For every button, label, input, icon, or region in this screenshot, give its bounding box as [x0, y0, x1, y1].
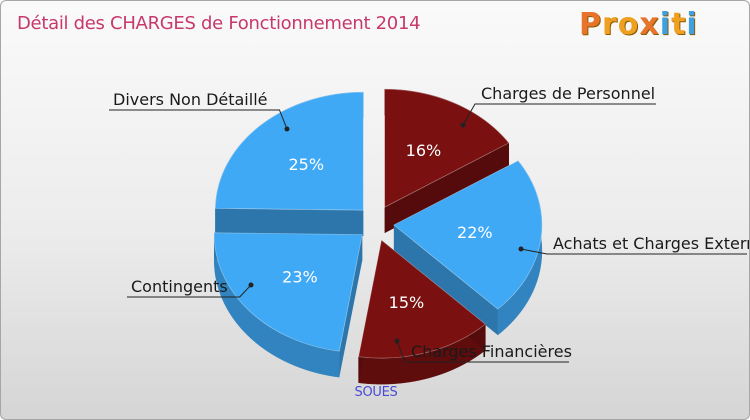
pie-slice-percent-5: 25%	[288, 155, 324, 174]
pie-slice-wall-1-2	[384, 142, 509, 234]
pie-slice-percent-4: 23%	[282, 267, 318, 286]
pie-leader-line-1	[462, 103, 656, 126]
pie-leader-dot-2	[518, 246, 524, 252]
pie-leader-dot-3	[394, 338, 400, 344]
pie-slice-4	[213, 232, 363, 352]
pie-slice-wall-2-2	[393, 224, 498, 336]
pie-slice-5	[214, 91, 364, 211]
pie-slice-percent-3: 15%	[389, 293, 425, 312]
pie-slice-percent-1: 16%	[406, 141, 442, 160]
pie-leader-dot-1	[460, 122, 466, 128]
chart-title: Détail des CHARGES de Fonctionnement 201…	[17, 13, 421, 34]
pie-slice-1	[384, 88, 510, 208]
pie-slice-tops: 16% 22% 15% 23% 25%	[213, 88, 543, 359]
proxiti-logo: Proxiti	[579, 7, 698, 42]
pie-slice-3	[358, 239, 486, 359]
pie-slice-wall-4-1	[339, 234, 363, 378]
pie-slice-percent-2: 22%	[457, 223, 493, 242]
pie-label-2: Achats et Charges Externes	[553, 234, 750, 253]
pie-label-4: Contingents	[131, 277, 228, 296]
pie-leader-line-5	[109, 109, 288, 130]
pie-leader-line-4	[127, 284, 252, 298]
pie-slice-wall-5-1	[215, 208, 364, 237]
pie-label-3: Charges Financières	[411, 342, 572, 361]
pie-leader-dot-5	[284, 126, 290, 132]
pie-leader-dot-4	[248, 282, 254, 288]
pie-leader-line-2	[520, 248, 747, 255]
pie-leader-line-3	[396, 340, 569, 363]
pie-label-1: Charges de Personnel	[481, 84, 655, 103]
pie-callouts: Charges de Personnel Achats et Charges Ex…	[109, 84, 750, 363]
pie-slice-2	[393, 160, 543, 310]
chart-subtitle: SOUES	[354, 385, 398, 400]
pie-label-5: Divers Non Détaillé	[113, 90, 267, 109]
